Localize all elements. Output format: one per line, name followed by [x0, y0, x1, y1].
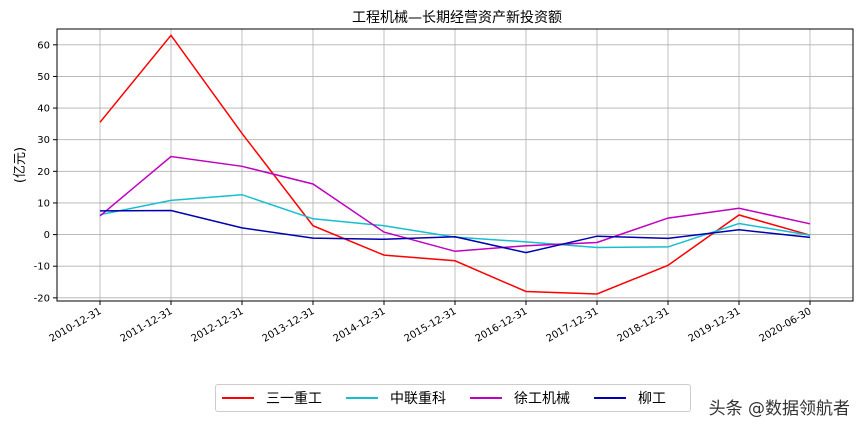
y-tick-label: -20 — [34, 293, 50, 304]
chart-title: 工程机械—长期经营资产新投资额 — [352, 10, 562, 26]
y-tick-label: 0 — [44, 230, 50, 241]
y-tick-label: 10 — [37, 198, 50, 209]
x-tick-label: 2012-12-31 — [190, 306, 246, 345]
x-tick-label: 2020-06-30 — [758, 306, 814, 345]
x-tick-label: 2014-12-31 — [332, 306, 388, 345]
y-tick-label: -10 — [34, 262, 50, 273]
y-tick-label: 40 — [37, 104, 50, 115]
legend-label: 三一重工 — [266, 391, 322, 407]
legend-item: 柳工 — [594, 388, 666, 408]
y-axis-label: (亿元) — [13, 147, 28, 183]
y-tick-label: 20 — [37, 167, 50, 178]
y-tick-label: 60 — [37, 40, 50, 51]
legend-item: 三一重工 — [222, 388, 322, 408]
x-tick-label: 2016-12-31 — [474, 306, 530, 345]
legend-swatch — [470, 397, 502, 399]
legend-item: 徐工机械 — [470, 388, 570, 408]
legend-swatch — [222, 397, 254, 399]
series-lines — [99, 34, 811, 295]
legend-label: 徐工机械 — [514, 391, 570, 407]
legend-label: 中联重科 — [390, 391, 446, 407]
watermark: 头条 @数据领航者 — [708, 399, 850, 419]
axis-ticks: -20 -10 0 10 20 30 40 50 60 2010-12-31 2011-12-31 2… — [34, 40, 814, 344]
series-line — [99, 155, 811, 253]
x-tick-label: 2019-12-31 — [687, 306, 743, 345]
x-tick-label: 2015-12-31 — [403, 306, 459, 345]
x-tick-label: 2013-12-31 — [261, 306, 317, 345]
x-tick-label: 2010-12-31 — [48, 306, 104, 345]
y-tick-label: 50 — [37, 72, 50, 83]
x-tick-label: 2017-12-31 — [545, 306, 601, 345]
series-line — [99, 34, 811, 295]
legend: 三一重工 中联重科 徐工机械 柳工 — [215, 384, 691, 412]
legend-item: 中联重科 — [346, 388, 446, 408]
legend-swatch — [594, 397, 626, 399]
legend-label: 柳工 — [638, 391, 666, 407]
legend-swatch — [346, 397, 378, 399]
y-tick-label: 30 — [37, 135, 50, 146]
x-tick-label: 2018-12-31 — [616, 306, 672, 345]
x-tick-label: 2011-12-31 — [119, 306, 175, 345]
series-line — [99, 209, 811, 254]
